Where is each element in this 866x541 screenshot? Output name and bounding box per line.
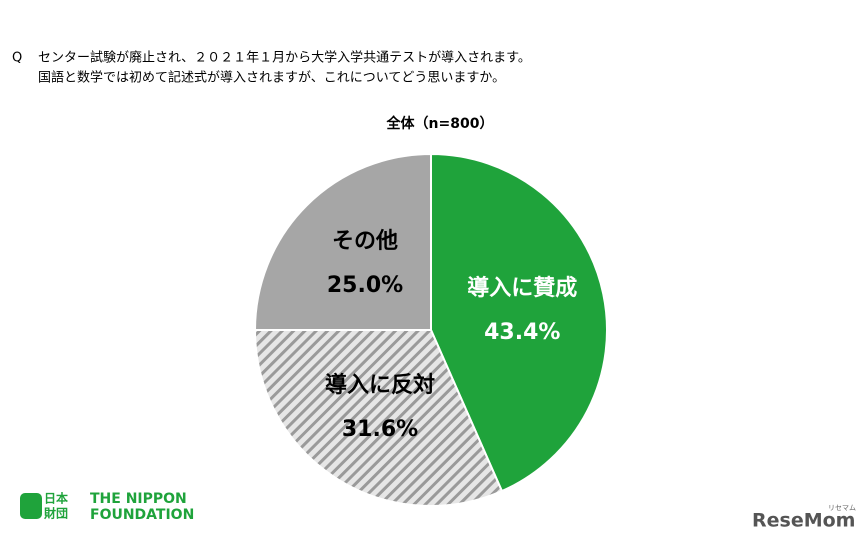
slice-label: その他 (332, 229, 398, 254)
logo-text: FOUNDATION (90, 507, 194, 523)
logo-text: 日本 (44, 491, 68, 506)
value-label: 31.6% (342, 417, 418, 442)
question-text: 国語と数学では初めて記述式が導入されますが、これについてどう思いますか。 (38, 70, 505, 86)
logo-text: 財団 (43, 506, 68, 521)
logo: 日本 財団 THE NIPPON FOUNDATION リセマム ReseMom (20, 491, 856, 532)
slice-label: 導入に反対 (325, 372, 435, 398)
value-label: 25.0% (327, 273, 403, 298)
brand-small: リセマム (828, 504, 856, 512)
pie-slice (430, 152, 608, 493)
pie-slice (253, 329, 504, 507)
logo-text: THE NIPPON (90, 491, 187, 507)
brand: ReseMom (752, 510, 855, 532)
chart-title: 全体（n=800） (386, 115, 494, 132)
question-text: センター試験が廃止され、２０２１年１月から大学入学共通テストが導入されます。 (38, 50, 531, 66)
value-label: 43.4% (484, 320, 560, 345)
pie-slice (253, 152, 432, 331)
question-mark: Q (12, 51, 22, 66)
slice-label: 導入に賛成 (467, 275, 577, 301)
logo-icon (20, 493, 42, 519)
